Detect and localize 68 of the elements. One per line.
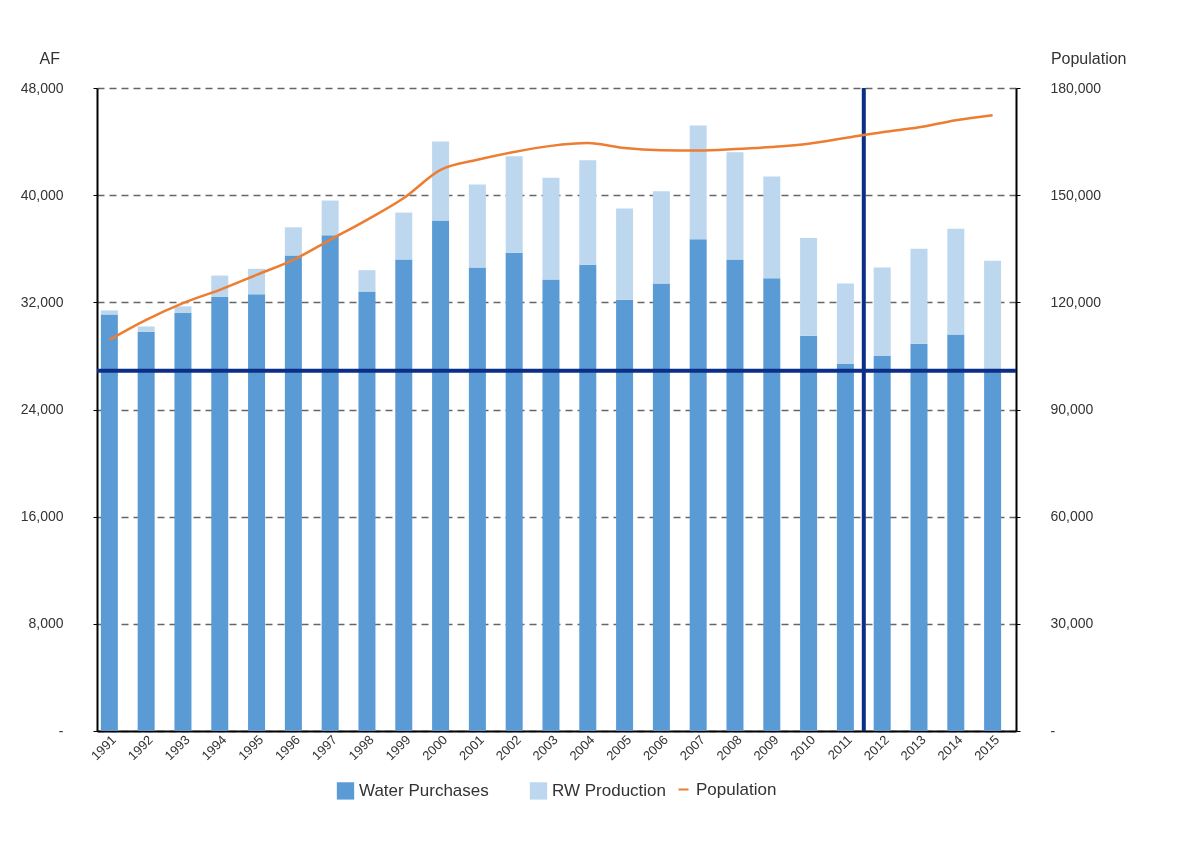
y2-tick-label: - — [1050, 722, 1056, 739]
bar — [432, 141, 450, 221]
y-tick-label: 48,000 — [20, 79, 64, 96]
bar — [910, 248, 928, 344]
bar — [873, 267, 891, 356]
y-tick-label: 40,000 — [20, 186, 64, 203]
bar — [284, 227, 302, 256]
y-tick-label: 16,000 — [20, 508, 64, 525]
bar — [321, 235, 339, 731]
y-tick-label: 32,000 — [20, 293, 64, 310]
bar — [542, 279, 560, 731]
y2-tick-label: 120,000 — [1050, 293, 1102, 310]
bar — [505, 252, 523, 731]
bar — [579, 264, 597, 731]
legend-label: Population — [696, 779, 777, 799]
bar — [211, 296, 229, 731]
bar — [947, 334, 965, 731]
bar — [100, 310, 118, 315]
bar — [726, 259, 744, 731]
line-series — [108, 113, 994, 342]
bar — [984, 371, 1002, 731]
bar — [358, 291, 376, 731]
bar — [248, 294, 266, 731]
y-axis-title: AF — [39, 49, 61, 67]
y-tick-label: 8,000 — [28, 615, 64, 632]
y-tick-label: 24,000 — [20, 401, 64, 417]
bar — [910, 343, 928, 731]
bar — [321, 200, 339, 236]
bar — [137, 326, 155, 332]
bar — [468, 267, 486, 731]
y2-tick-label: 30,000 — [1050, 615, 1094, 632]
y2-tick-label: 90,000 — [1050, 401, 1094, 417]
bar — [358, 270, 376, 292]
bar — [284, 255, 302, 731]
bar — [800, 335, 818, 731]
legend-label: RW Production — [552, 780, 667, 800]
bar — [873, 355, 891, 731]
bar — [174, 306, 192, 314]
bar — [984, 260, 1002, 372]
y2-tick-label: 180,000 — [1050, 79, 1102, 96]
bar — [763, 278, 781, 731]
bar — [800, 238, 818, 336]
bar — [689, 239, 707, 731]
bar — [505, 156, 523, 253]
bar — [432, 220, 450, 731]
bar — [542, 177, 560, 280]
bar — [689, 125, 707, 240]
y2-tick-label: 150,000 — [1050, 186, 1102, 203]
bar — [616, 299, 634, 731]
bar — [652, 283, 670, 731]
bar — [726, 152, 744, 260]
bar — [836, 363, 854, 731]
bar — [579, 160, 597, 265]
bar — [947, 228, 965, 335]
bar — [174, 313, 192, 731]
bar — [652, 191, 670, 284]
bar — [137, 331, 155, 731]
legend-label: Water Purchases — [359, 780, 489, 800]
y2-tick-label: 60,000 — [1050, 508, 1094, 525]
bar — [836, 283, 854, 364]
y-tick-label: - — [58, 722, 64, 739]
bar — [395, 212, 413, 260]
bar — [763, 176, 781, 279]
bar — [616, 208, 634, 300]
y2-axis-title: Population — [1050, 49, 1127, 67]
bar — [395, 259, 413, 731]
bar — [100, 314, 118, 731]
bar — [468, 184, 486, 268]
